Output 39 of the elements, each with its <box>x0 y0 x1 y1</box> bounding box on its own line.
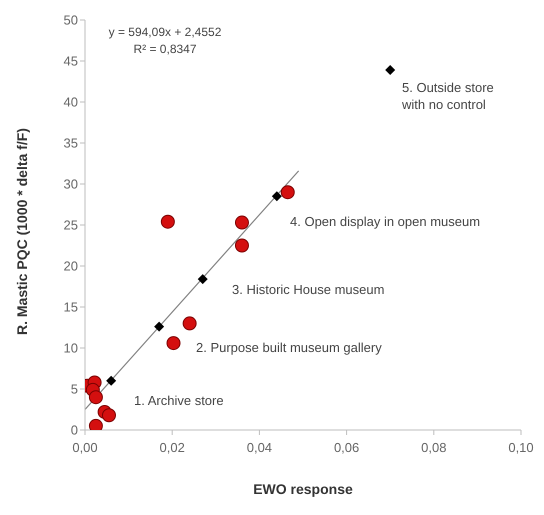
y-tick-label: 40 <box>64 94 78 110</box>
point <box>280 185 295 200</box>
y-axis-title: R. Mastic PQC (1000 * delta f/F) <box>14 128 30 335</box>
x-tick-label: 0,10 <box>508 440 534 456</box>
y-tick-label: 30 <box>64 176 78 192</box>
point <box>160 214 175 229</box>
x-axis-title: EWO response <box>253 481 353 497</box>
annotation: y = 594,09x + 2,4552 <box>108 25 222 39</box>
y-tick-label: 20 <box>64 258 78 274</box>
point <box>154 322 164 332</box>
x-tick-label: 0,06 <box>334 440 360 456</box>
x-tick-label: 0,00 <box>72 440 98 456</box>
point <box>88 390 103 404</box>
point <box>166 336 181 350</box>
y-tick-label: 25 <box>64 218 78 233</box>
point <box>102 408 116 422</box>
annotation: 1. Archive store <box>134 393 224 408</box>
x-tick-label: 0,02 <box>160 440 185 456</box>
y-tick-label: 5 <box>70 382 78 397</box>
annotation: 2. Purpose built museum gallery <box>196 340 382 355</box>
point <box>182 316 197 330</box>
point <box>385 65 396 76</box>
y-tick-label: 35 <box>64 136 78 151</box>
x-tick-label: 0,04 <box>246 440 272 456</box>
point <box>106 376 116 386</box>
annotation: 4. Open display in open museum <box>290 214 480 229</box>
point <box>234 238 249 252</box>
point <box>234 216 249 230</box>
annotation: R² = 0,8347 <box>133 42 197 56</box>
point <box>198 274 208 284</box>
y-tick-label: 10 <box>64 340 78 356</box>
y-tick-label: 15 <box>64 300 78 315</box>
y-tick-label: 50 <box>64 12 78 28</box>
y-tick-label: 45 <box>64 54 78 69</box>
point <box>272 191 282 202</box>
annotation: 5. Outside store with no control <box>401 80 494 112</box>
x-tick-label: 0,08 <box>421 440 446 456</box>
y-tick-label: 0 <box>70 422 78 438</box>
annotation: 3. Historic House museum <box>232 282 384 297</box>
